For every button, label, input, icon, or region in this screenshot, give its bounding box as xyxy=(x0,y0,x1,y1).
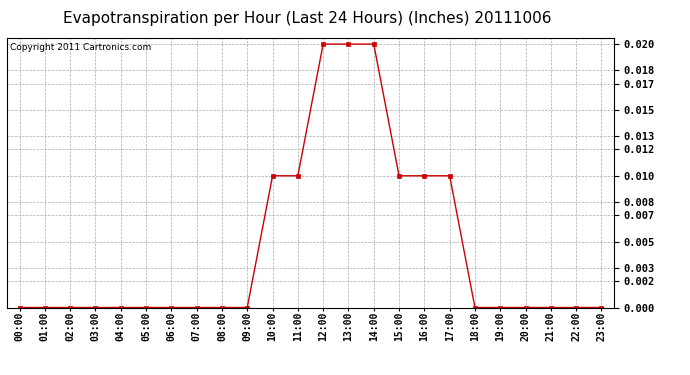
Text: Copyright 2011 Cartronics.com: Copyright 2011 Cartronics.com xyxy=(10,43,151,52)
Text: Evapotranspiration per Hour (Last 24 Hours) (Inches) 20111006: Evapotranspiration per Hour (Last 24 Hou… xyxy=(63,11,551,26)
